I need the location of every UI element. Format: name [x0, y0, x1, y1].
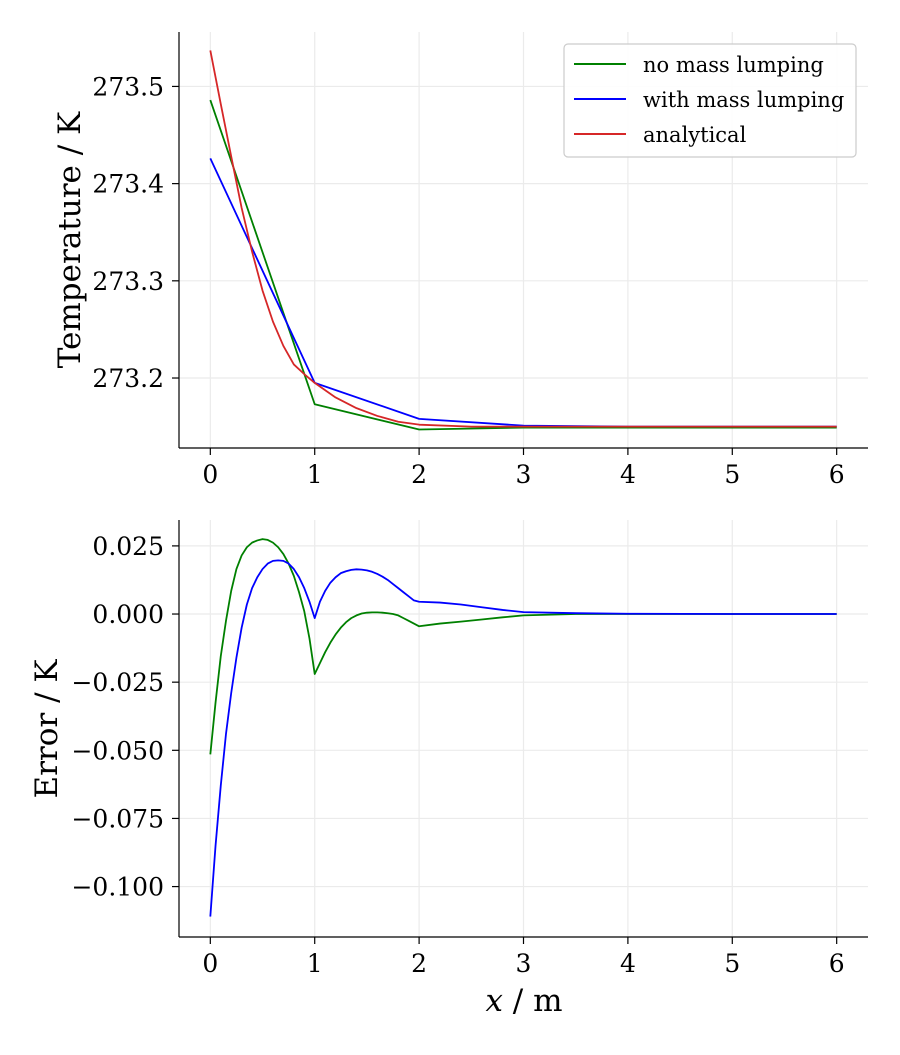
error-ytick-label-5: −0.100: [71, 873, 164, 902]
legend-box: [563, 43, 857, 158]
error-xtick-label-6: 6: [829, 949, 845, 978]
temperature-ytick-label-3: 273.5: [92, 72, 164, 101]
temperature-xtick-label-2: 2: [411, 460, 427, 489]
temperature-xtick-label-4: 4: [620, 460, 636, 489]
legend-label-no-mass-lumping: no mass lumping: [643, 53, 824, 77]
error-xtick-label-2: 2: [411, 949, 427, 978]
temperature-xtick-label-5: 5: [724, 460, 740, 489]
temperature-xtick-label-6: 6: [829, 460, 845, 489]
temperature-ytick-label-0: 273.2: [92, 364, 164, 393]
temperature-xtick-label-0: 0: [202, 460, 218, 489]
error-series-with-mass-lumping: [209, 559, 837, 917]
x-axis-label: x / m: [485, 983, 562, 1019]
error-ytick-label-3: −0.050: [71, 736, 164, 765]
error-ytick-label-4: −0.075: [71, 804, 164, 833]
temperature-ylabel: Temperature / K: [52, 111, 88, 368]
error-ytick-label-2: −0.025: [71, 668, 164, 697]
error-ylabel: Error / K: [29, 659, 65, 799]
error-xtick-label-1: 1: [307, 949, 323, 978]
temperature-panel: 0 1 2 3 4 5 6 273.2 273.3 273.4 273.5 Temperature …: [52, 32, 868, 489]
temperature-series-no-mass-lumping: [209, 99, 837, 431]
temperature-ytick-label-2: 273.4: [92, 170, 164, 199]
error-xtick-label-4: 4: [620, 949, 636, 978]
error-xtick-label-5: 5: [724, 949, 740, 978]
temperature-xtick-label-3: 3: [516, 460, 532, 489]
error-panel: 0 1 2 3 4 5 6 0.025 0.000 −0.025 −0.050 −0.075 −0.10…: [29, 520, 868, 978]
temperature-xtick-label-1: 1: [307, 460, 323, 489]
error-ytick-label-0: 0.025: [92, 532, 164, 561]
error-ytick-label-1: 0.000: [92, 600, 164, 629]
x-axis-label-variable: x: [485, 983, 503, 1019]
error-xtick-label-0: 0: [202, 949, 218, 978]
error-series-no-mass-lumping: [209, 538, 837, 755]
x-axis-label-unit: / m: [503, 983, 563, 1019]
legend-label-analytical: analytical: [643, 123, 747, 147]
legend-label-with-mass-lumping: with mass lumping: [643, 88, 844, 112]
error-xtick-label-3: 3: [516, 949, 532, 978]
legend: no mass lumping with mass lumping analyt…: [563, 43, 857, 158]
temperature-series-analytical: [209, 50, 837, 428]
temperature-ytick-label-1: 273.3: [92, 267, 164, 296]
